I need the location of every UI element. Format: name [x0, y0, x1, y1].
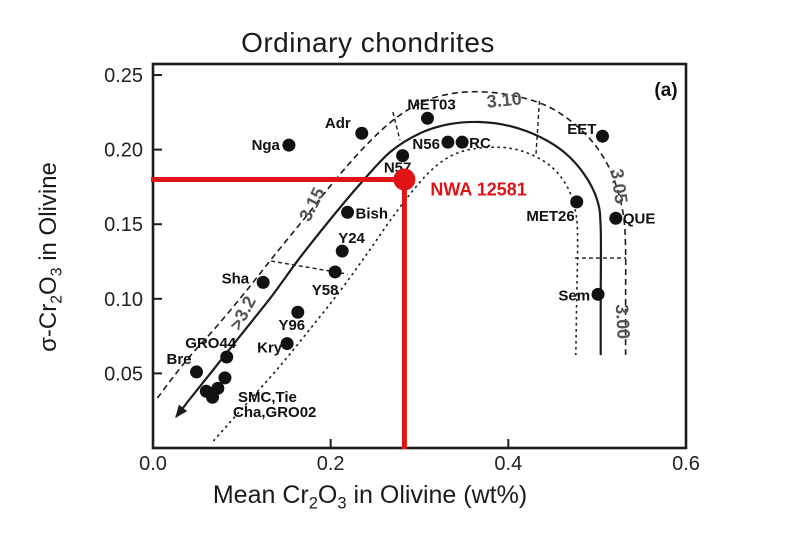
y-tick-label: 0.05 [104, 363, 143, 385]
highlight-point [393, 168, 416, 191]
data-point-Bre [190, 365, 204, 379]
data-point-label-Nga: Nga [252, 137, 281, 154]
data-point-label-Bish: Bish [356, 205, 389, 222]
data-point-label-GRO44: GRO44 [185, 335, 237, 352]
data-point-label-MET03: MET03 [407, 96, 455, 113]
data-point-MET26 [570, 195, 584, 209]
data-point-Nga [282, 138, 296, 152]
contour-label-3.15: 3.15 [295, 184, 329, 224]
cluster-annotation-1: SMC,Tie [238, 389, 297, 406]
data-point-QUE [609, 211, 623, 225]
contour-rung-2 [535, 100, 541, 157]
y-tick-label: 0.25 [104, 65, 143, 87]
data-point-RC [455, 135, 469, 149]
data-point-N56 [441, 135, 455, 149]
data-point-Y96 [291, 305, 305, 319]
data-point-label-EET: EET [567, 121, 596, 138]
contour-inner-dotted [212, 146, 579, 442]
contour-curves [156, 90, 627, 442]
data-point-EET [595, 129, 609, 143]
plot-frame [151, 62, 688, 450]
data-point-MET03 [420, 111, 434, 125]
contour-label-3.2: >3.2 [226, 293, 260, 334]
x-tick-label: 0.6 [672, 453, 700, 475]
data-point-label-Adr: Adr [325, 115, 351, 132]
data-point-GRO44 [220, 350, 234, 364]
x-tick-label: 0.2 [317, 453, 345, 475]
contour-label-3.05: 3.05 [607, 167, 632, 204]
data-point-label-Y24: Y24 [338, 230, 365, 247]
data-point-Y24 [335, 244, 349, 258]
chart-title: Ordinary chondrites [241, 27, 495, 58]
data-point-Bish [341, 205, 355, 219]
data-point-Adr [355, 126, 369, 140]
data-point-SMC [218, 371, 232, 385]
panel-label: (a) [654, 80, 678, 101]
data-point-label-QUE: QUE [623, 210, 656, 227]
highlight-label: NWA 12581 [430, 179, 526, 199]
data-point-Y58 [328, 265, 342, 279]
contour-outer-dashed [156, 90, 627, 399]
data-point-label-RC: RC [469, 135, 491, 152]
contour-solid-middle [185, 120, 603, 405]
highlight-group: NWA 12581 [151, 168, 527, 449]
y-tick-label: 0.15 [104, 214, 143, 236]
y-tick-label: 0.10 [104, 289, 143, 311]
data-point-label-Sem: Sem [558, 287, 590, 304]
data-point-Kry [280, 337, 294, 351]
data-point-label-MET26: MET26 [526, 208, 574, 225]
y-tick-label: 0.20 [104, 140, 143, 162]
data-point-label-Kry: Kry [257, 340, 283, 357]
data-point-label-Y58: Y58 [312, 282, 339, 299]
y-axis-title: σ-Cr2O3 in Olivine [35, 162, 65, 352]
data-point-label-N56: N56 [412, 136, 440, 153]
data-point-GRO02 [206, 390, 220, 404]
contour-label-3.10: 3.10 [486, 88, 523, 112]
data-point-Sem [591, 287, 605, 301]
x-axis-title: Mean Cr2O3 in Olivine (wt%) [213, 481, 527, 513]
data-point-N57 [396, 149, 410, 163]
x-tick-label: 0.0 [139, 453, 167, 475]
axes: 0.0 0.2 0.4 0.6 0.05 0.10 0.15 0.20 0.25 Mean Cr2… [35, 65, 700, 512]
data-point-Sha [256, 275, 270, 289]
x-tick-label: 0.4 [494, 453, 522, 475]
arrowhead-icon [175, 404, 188, 419]
contour-label-3.00: 3.00 [612, 304, 634, 340]
data-point-label-Y96: Y96 [278, 317, 305, 334]
data-point-label-Bre: Bre [167, 351, 192, 368]
contour-rung-1 [392, 111, 401, 141]
data-point-label-Sha: Sha [222, 270, 250, 287]
cluster-annotation-2: Cha,GRO02 [233, 404, 316, 421]
